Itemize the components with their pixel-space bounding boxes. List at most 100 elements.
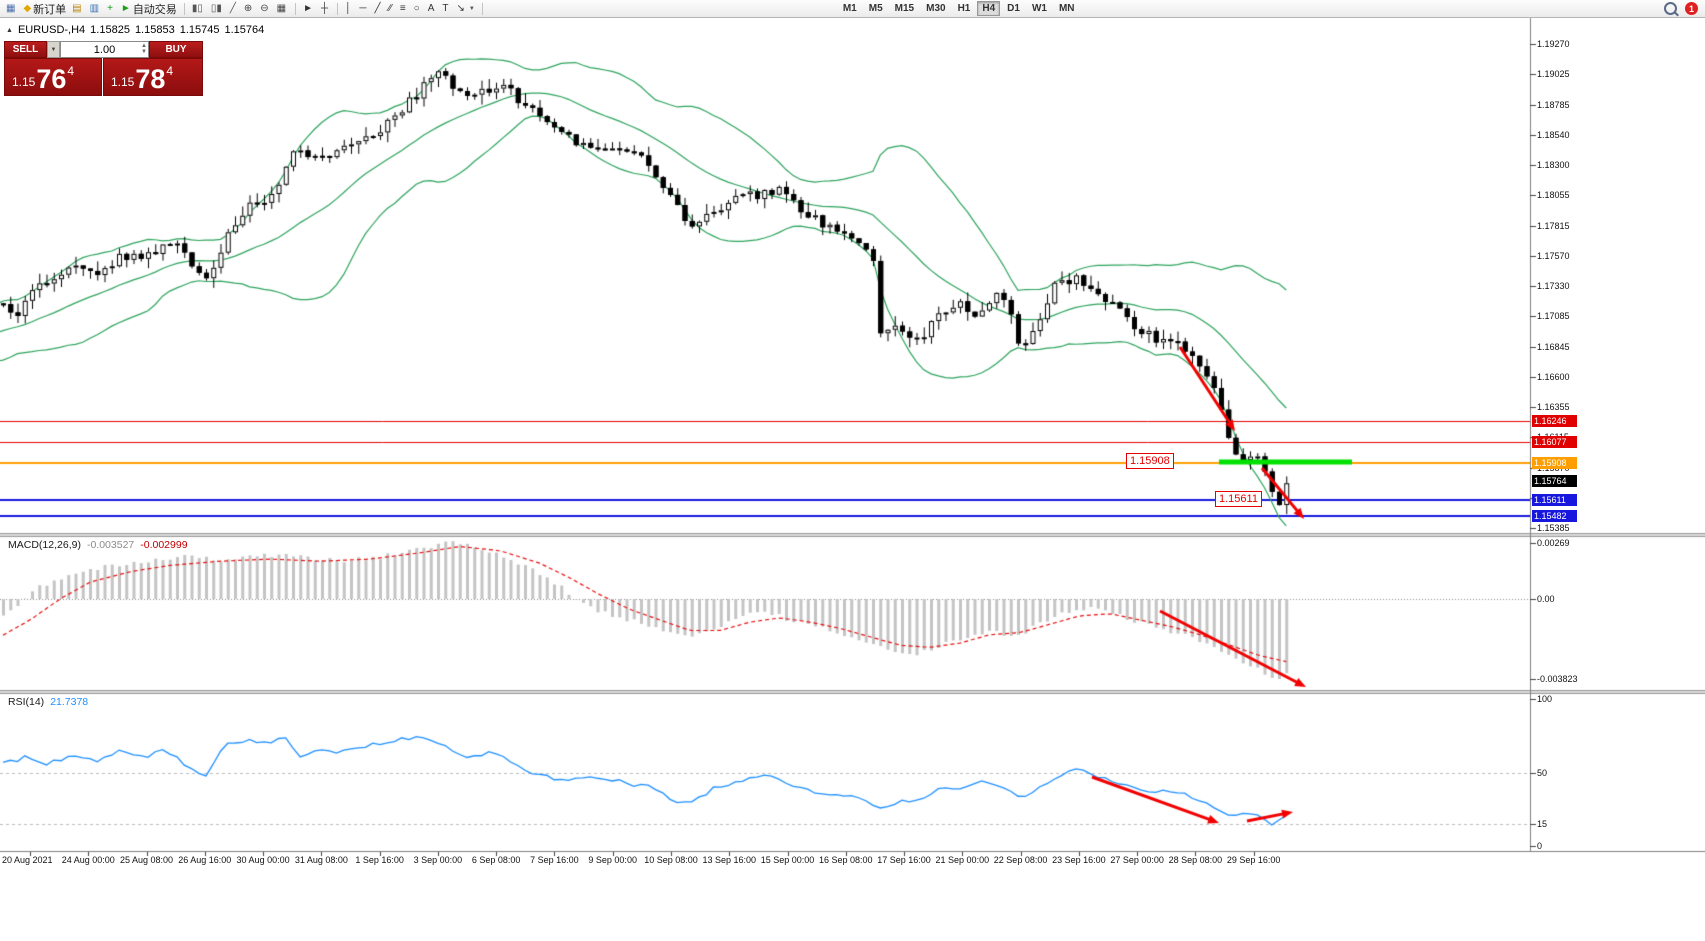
toolbar-right: 1 bbox=[1664, 2, 1702, 15]
chart-open-value: 1.15825 bbox=[90, 24, 130, 36]
time-axis-label: 1 Sep 16:00 bbox=[355, 855, 404, 865]
time-axis-label: 20 Aug 2021 bbox=[2, 855, 53, 865]
spinner-up-icon[interactable]: ▲ bbox=[141, 43, 147, 49]
timeframe-d1[interactable]: D1 bbox=[1007, 3, 1020, 14]
time-axis-label: 3 Sep 00:00 bbox=[413, 855, 463, 865]
equidistant-channel-button[interactable]: ∕∕ bbox=[385, 1, 396, 17]
time-axis-label: 21 Sep 00:00 bbox=[935, 855, 990, 865]
chart-title: ▲ EURUSD-,H4 1.15825 1.15853 1.15745 1.1… bbox=[6, 24, 264, 36]
toolbar-group: ► ┼ bbox=[300, 0, 333, 17]
time-axis-label: 26 Aug 16:00 bbox=[178, 855, 232, 865]
macd-signal-value: -0.002999 bbox=[140, 539, 188, 551]
text-label-button[interactable]: T bbox=[439, 1, 453, 17]
ellipse-shape-icon: ○ bbox=[413, 2, 420, 14]
notification-badge[interactable]: 1 bbox=[1685, 2, 1698, 15]
price-axis-tick: 1.15385 bbox=[1537, 523, 1570, 533]
arrows-object-button[interactable]: ↘ ▼ bbox=[454, 1, 478, 17]
indicators-button[interactable]: + bbox=[104, 1, 118, 17]
time-axis-label: 16 Sep 08:00 bbox=[818, 855, 873, 865]
crosshair-button[interactable]: ┼ bbox=[318, 1, 333, 17]
rsi-value: 21.7378 bbox=[50, 696, 89, 708]
market-watch-button[interactable]: ▥ bbox=[87, 1, 104, 17]
timeframe-m1[interactable]: M1 bbox=[842, 3, 857, 14]
price-axis-tick: 1.18785 bbox=[1537, 99, 1570, 110]
time-axis-label: 7 Sep 16:00 bbox=[530, 855, 579, 865]
price-axis-tick: 1.19270 bbox=[1537, 39, 1570, 49]
profiles-icon-icon: ▤ bbox=[72, 2, 82, 14]
time-axis-label: 13 Sep 16:00 bbox=[702, 855, 757, 865]
price-line-badge: 1.15611 bbox=[1532, 493, 1577, 506]
timeframe-m5[interactable]: M5 bbox=[868, 3, 883, 14]
rsi-panel[interactable] bbox=[0, 694, 1530, 851]
ellipse-shape-button[interactable]: ○ bbox=[411, 1, 425, 17]
volume-input[interactable]: 1.00 ▲ ▼ bbox=[60, 41, 149, 58]
price-axis-tick: 1.18055 bbox=[1537, 190, 1570, 201]
zoom-out-icon: ⊖ bbox=[260, 2, 269, 14]
tile-windows-button[interactable]: ▦ bbox=[274, 1, 291, 17]
zoom-out-button[interactable]: ⊖ bbox=[257, 1, 273, 17]
buy-price-big: 78 bbox=[135, 64, 166, 94]
cursor-button[interactable]: ► bbox=[300, 1, 318, 17]
spinner-down-icon[interactable]: ▼ bbox=[141, 49, 147, 55]
trendline-button[interactable]: ╱ bbox=[371, 1, 385, 17]
timeframe-m30[interactable]: M30 bbox=[926, 3, 946, 14]
profiles-icon-button[interactable]: ▤ bbox=[69, 1, 86, 17]
timeframe-mn[interactable]: MN bbox=[1058, 3, 1075, 14]
time-axis-label: 24 Aug 00:00 bbox=[61, 855, 115, 865]
macd-panel[interactable] bbox=[0, 537, 1530, 690]
price-line-badge: 1.16246 bbox=[1532, 414, 1577, 427]
rsi-name: RSI(14) bbox=[8, 696, 45, 708]
time-axis-label: 23 Sep 16:00 bbox=[1052, 855, 1106, 865]
sell-price-prefix: 1.15 bbox=[12, 75, 36, 89]
price-annotation-label-15611[interactable]: 1.15611 bbox=[1215, 491, 1262, 507]
order-type-dropdown[interactable]: ▼ bbox=[47, 41, 60, 58]
toolbar-separator bbox=[183, 2, 185, 15]
bar-chart-button[interactable]: ▮▯ bbox=[189, 1, 208, 17]
sell-button[interactable]: 1.15 76 4 bbox=[4, 58, 102, 96]
buy-strip[interactable]: BUY bbox=[149, 41, 203, 58]
buy-price-prefix: 1.15 bbox=[111, 75, 135, 89]
timeframe-m15[interactable]: M15 bbox=[894, 3, 915, 14]
price-axis-tick: 1.18300 bbox=[1537, 160, 1570, 170]
toolbar-separator bbox=[481, 2, 483, 15]
toolbar-group: ▮▯ ▯▮ ╱ ⊕ ⊖ ▦ bbox=[189, 0, 291, 17]
price-line-badge: 1.15482 bbox=[1532, 509, 1577, 522]
timeframe-w1[interactable]: W1 bbox=[1031, 3, 1047, 14]
price-chart-panel[interactable] bbox=[0, 18, 1530, 533]
search-icon[interactable] bbox=[1664, 2, 1677, 15]
time-axis[interactable]: 20 Aug 2021 24 Aug 00:00 25 Aug 08:00 26 Au… bbox=[0, 851, 1530, 875]
new-chart-button[interactable]: ▦ bbox=[3, 1, 20, 17]
crosshair-icon: ┼ bbox=[321, 2, 329, 14]
buy-strip-label: BUY bbox=[165, 44, 187, 55]
new-order-button[interactable]: ◆ 新订单 bbox=[20, 1, 69, 17]
line-chart-button[interactable]: ╱ bbox=[227, 1, 241, 17]
zoom-in-button[interactable]: ⊕ bbox=[241, 1, 257, 17]
price-axis-tick: 1.19025 bbox=[1537, 69, 1570, 80]
price-line-badge: 1.16077 bbox=[1532, 435, 1577, 448]
timeframe-h1[interactable]: H1 bbox=[957, 3, 971, 14]
sell-strip[interactable]: SELL bbox=[4, 41, 47, 58]
price-axis-tick: 1.16355 bbox=[1537, 402, 1570, 412]
fibonacci-button[interactable]: ≡ bbox=[397, 1, 411, 17]
volume-spinner[interactable]: ▲ ▼ bbox=[141, 43, 147, 55]
fibonacci-icon: ≡ bbox=[399, 2, 406, 14]
rsi-axis-label: 100 bbox=[1537, 694, 1553, 704]
autotrading-button[interactable]: ► 自动交易 bbox=[118, 1, 180, 17]
price-axis[interactable]: 1.19270 1.19025 1.18785 1.18540 1.18300 1.180… bbox=[1531, 0, 1705, 941]
sell-price-big: 76 bbox=[36, 64, 67, 94]
macd-main-value: -0.003527 bbox=[86, 539, 135, 551]
sell-strip-label: SELL bbox=[12, 44, 39, 55]
horizontal-line-icon: ─ bbox=[359, 2, 367, 14]
text-button[interactable]: A bbox=[425, 1, 440, 17]
rsi-axis-label: 15 bbox=[1537, 818, 1548, 829]
horizontal-line-button[interactable]: ─ bbox=[356, 1, 371, 17]
main-toolbar: ▦ ◆ 新订单 ▤ ▥ + ► 自动交易 ▮▯ ▯▮ ╱ ⊕ ⊖ ▦ ► ┼ │ ─ ╱ ∕∕ ≡ ○ A T ↘ ▼ M1 M5 M1… bbox=[0, 0, 1705, 18]
candle-chart-button[interactable]: ▯▮ bbox=[208, 1, 227, 17]
price-annotation-label-15908[interactable]: 1.15908 bbox=[1126, 453, 1174, 469]
current-price-badge: 1.15764 bbox=[1532, 474, 1577, 487]
timeframe-h4[interactable]: H4 bbox=[977, 1, 1001, 16]
new-order-icon: ◆ bbox=[23, 2, 32, 14]
buy-button[interactable]: 1.15 78 4 bbox=[103, 58, 203, 96]
vertical-line-button[interactable]: │ bbox=[342, 1, 356, 17]
